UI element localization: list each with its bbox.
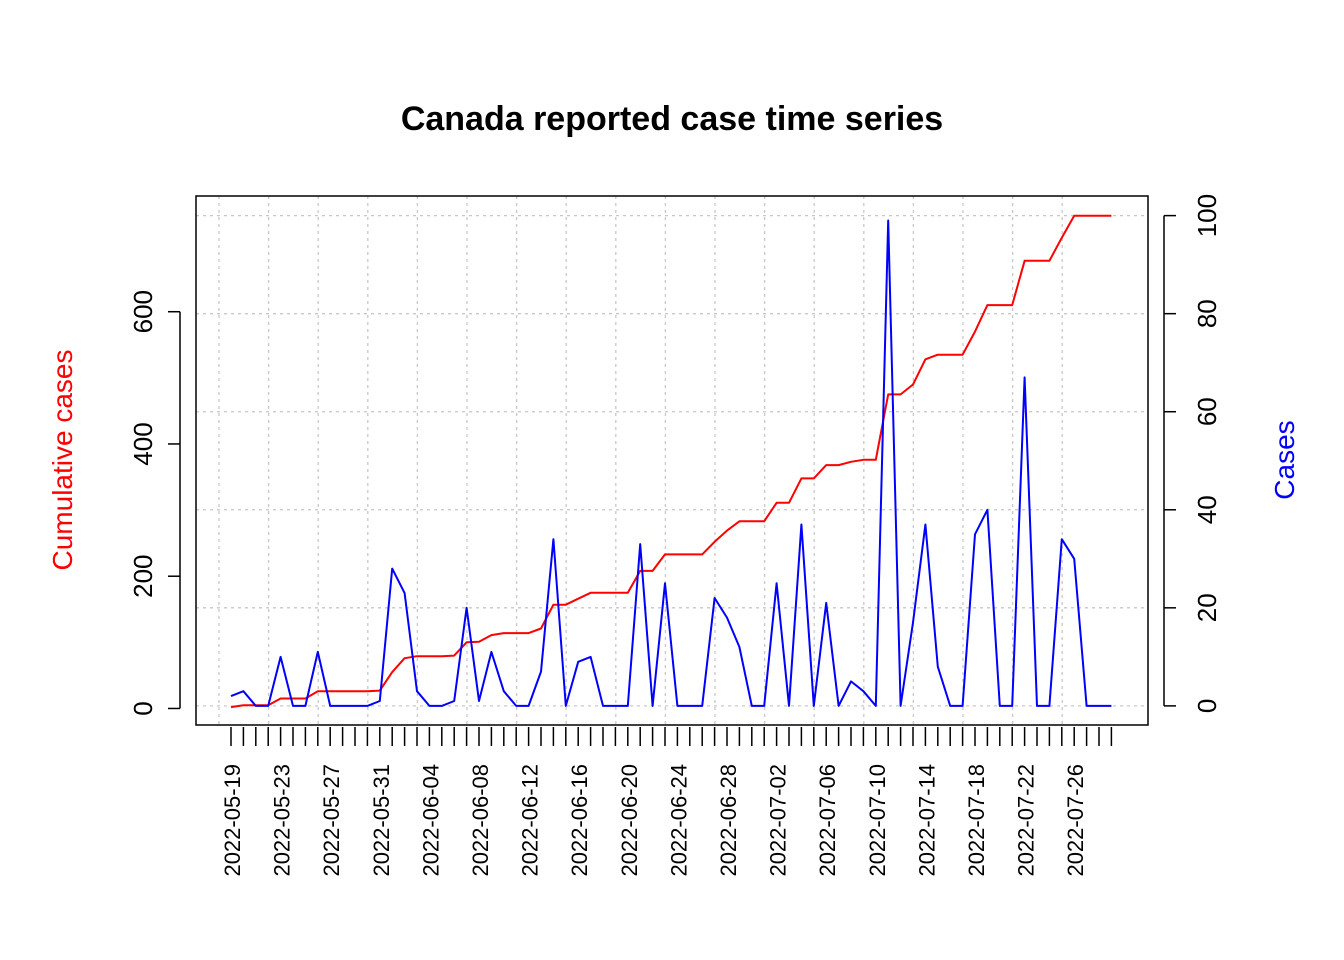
- x-tick-label: 2022-06-04: [418, 764, 443, 877]
- x-tick-label: 2022-07-10: [865, 764, 890, 877]
- right-tick-label: 20: [1192, 593, 1222, 622]
- x-tick-label: 2022-06-08: [468, 764, 493, 877]
- x-tick-label: 2022-07-02: [766, 764, 791, 877]
- left-tick-label: 200: [128, 555, 158, 598]
- x-tick-label: 2022-07-14: [914, 764, 939, 877]
- right-axis-label: Cases: [1269, 420, 1300, 499]
- x-tick-label: 2022-06-28: [716, 764, 741, 877]
- right-tick-label: 40: [1192, 495, 1222, 524]
- cumulative-series: [230, 214, 1112, 709]
- x-tick-label: 2022-05-31: [369, 764, 394, 877]
- x-tick-label: 2022-07-18: [964, 764, 989, 877]
- x-axis: 2022-05-19 2022-05-23 2022-05-27 2022-05-31…: [220, 727, 1113, 877]
- left-tick-label: 600: [128, 290, 158, 333]
- x-tick-label: 2022-05-27: [319, 764, 344, 877]
- cumulative-line: [230, 214, 1112, 709]
- x-tick-label: 2022-05-23: [270, 764, 295, 877]
- right-tick-label: 0: [1192, 699, 1222, 713]
- x-tick-label: 2022-05-19: [220, 764, 245, 877]
- x-tick-label: 2022-07-22: [1014, 764, 1039, 877]
- plot-frame: [195, 195, 1149, 726]
- left-tick-label: 400: [128, 422, 158, 465]
- x-tick-label: 2022-06-24: [666, 764, 691, 877]
- left-axis-label: Cumulative cases: [47, 350, 78, 571]
- x-tick-label: 2022-07-06: [815, 764, 840, 877]
- right-tick-label: 80: [1192, 299, 1222, 328]
- chart-title: Canada reported case time series: [401, 100, 943, 138]
- left-axis: 0 200 400 600: [128, 290, 181, 716]
- x-tick-label: 2022-06-20: [617, 764, 642, 877]
- right-tick-label: 100: [1192, 194, 1222, 237]
- x-tick-label: 2022-06-12: [518, 764, 543, 877]
- x-tick-label: 2022-06-16: [567, 764, 592, 877]
- cases-line: [230, 219, 1112, 707]
- grid: [196, 196, 1148, 725]
- right-axis: 0 20 40 60 80 100: [1163, 194, 1222, 713]
- x-tick-label: 2022-07-26: [1063, 764, 1088, 877]
- right-tick-label: 60: [1192, 397, 1222, 426]
- cases-series: [230, 219, 1112, 707]
- left-tick-label: 0: [128, 701, 158, 715]
